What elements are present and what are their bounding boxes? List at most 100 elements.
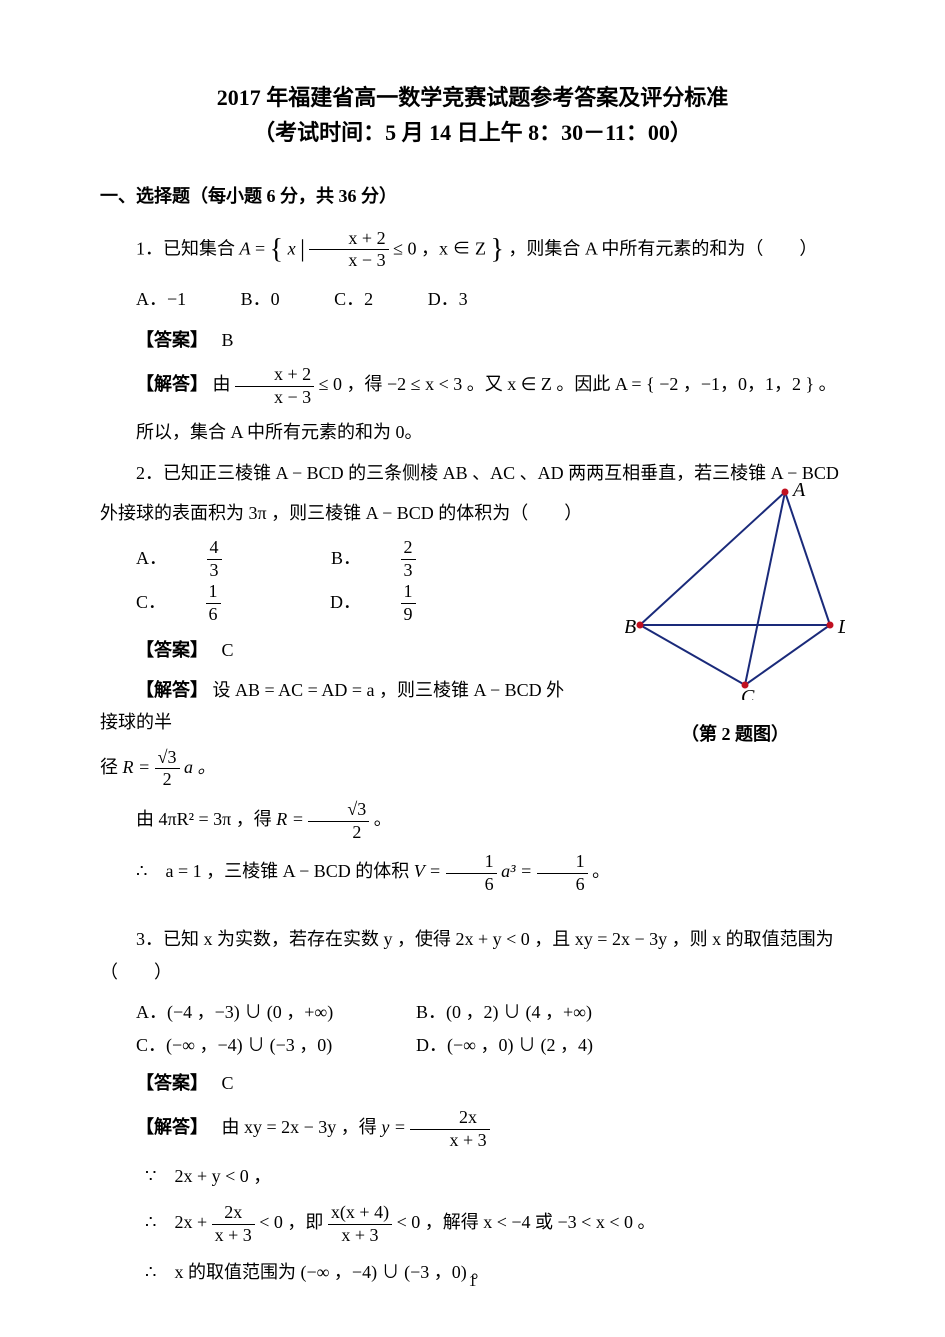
q2-radius-a: 径 bbox=[100, 757, 118, 777]
q2-s3-n1: 1 bbox=[446, 851, 497, 874]
q2-solve-2: 由 4πR² = 3π ，得 R = √32 。 bbox=[100, 799, 845, 843]
q2-solve2-a: 由 4πR² = 3π ，得 bbox=[136, 809, 272, 829]
q2-d-den: 9 bbox=[401, 604, 416, 626]
q3-answer: 【答案】 C bbox=[100, 1067, 845, 1099]
tetrahedron-svg: A B C D bbox=[625, 480, 845, 700]
svg-text:B: B bbox=[625, 616, 636, 638]
q3-solve1-eq: y = bbox=[381, 1118, 406, 1138]
q2-s3-d2: 6 bbox=[537, 874, 588, 896]
q1-stem: 1．已知集合 A = { x | x + 2 x − 3 ≤ 0 ，x ∈ Z … bbox=[100, 225, 845, 275]
q1-opt-c: C．2 bbox=[334, 283, 373, 315]
title-line-1: 2017 年福建省高一数学竞赛试题参考答案及评分标准 bbox=[100, 80, 845, 115]
q2-solve-label: 【解答】 bbox=[136, 680, 208, 700]
q3-opt-b: B．(0 ，2) ∪ (4 ，+∞) bbox=[416, 996, 696, 1028]
q3-opt-c: C．(−∞ ，−4) ∪ (−3 ，0) bbox=[136, 1029, 416, 1061]
q3-solve-3: ∴ 2x + 2xx + 3 < 0 ，即 x(x + 4)x + 3 < 0 … bbox=[100, 1202, 845, 1246]
q3-solve3-c: < 0 ，解得 x < −4 或 −3 < x < 0 。 bbox=[397, 1212, 656, 1232]
q1-solve-2: 所以，集合 A 中所有元素的和为 0。 bbox=[100, 416, 845, 448]
q2-figure-caption: （第 2 题图） bbox=[625, 718, 845, 750]
svg-text:C: C bbox=[741, 686, 755, 700]
q2-opt-a: A． 43 bbox=[136, 537, 292, 581]
q2-answer-val: C bbox=[222, 640, 234, 660]
q2-opt-d: D． 19 bbox=[330, 581, 486, 625]
q1-solve-frac-den: x − 3 bbox=[235, 387, 314, 409]
q1-solve-1: 【解答】 由 x + 2 x − 3 ≤ 0 ，得 −2 ≤ x < 3 。又 … bbox=[100, 364, 845, 408]
q1-eq: = bbox=[255, 238, 265, 258]
q2-solve-1: 【解答】 设 AB = AC = AD = a ，则三棱锥 A − BCD 外接… bbox=[100, 674, 580, 739]
q1-mid: | bbox=[300, 236, 305, 262]
q2-answer: 【答案】 C bbox=[100, 634, 580, 666]
q1-rbrace: } bbox=[490, 234, 503, 265]
q2-opt-d-label: D． bbox=[330, 586, 361, 618]
q2-solve2-tail: 。 bbox=[374, 809, 392, 829]
q2-s3-n2: 1 bbox=[537, 851, 588, 874]
q2-r-num: √3 bbox=[155, 747, 180, 770]
q3-opt-d: D．(−∞ ，0) ∪ (2 ，4) bbox=[416, 1029, 696, 1061]
q3-solve3-a: ∴ 2x + bbox=[145, 1212, 207, 1232]
q3-s1-num: 2x bbox=[410, 1107, 489, 1130]
q2-answer-label: 【答案】 bbox=[136, 640, 199, 660]
q1-solve1-a: 由 bbox=[213, 374, 231, 394]
q1-answer-label: 【答案】 bbox=[136, 330, 199, 350]
section-title: 一、选择题（每小题 6 分，共 36 分） bbox=[100, 180, 845, 212]
q1-solve-frac-num: x + 2 bbox=[235, 364, 314, 387]
q1-set-A: A bbox=[240, 238, 251, 258]
q2-solve3-tail: 。 bbox=[592, 861, 610, 881]
title-line-2: （考试时间：5 月 14 日上午 8：30－11：00） bbox=[100, 115, 845, 150]
svg-text:D: D bbox=[837, 616, 845, 638]
q3-s1-den: x + 3 bbox=[410, 1130, 489, 1152]
q1-opt-d: D．3 bbox=[428, 283, 468, 315]
q3-s3-n1: 2x bbox=[212, 1202, 255, 1225]
q2-b-den: 3 bbox=[401, 560, 416, 582]
page-number: 1 bbox=[469, 1268, 477, 1297]
q2-radius-lhs: R = bbox=[123, 757, 151, 777]
q2-figure: A B C D （第 2 题图） bbox=[625, 480, 845, 751]
q2-solve-3: ∴ a = 1 ，三棱锥 A − BCD 的体积 V = 16 a³ = 16 … bbox=[100, 851, 845, 895]
q2-radius-tail: a 。 bbox=[184, 757, 216, 777]
q1-lbrace: { bbox=[270, 234, 283, 265]
q1-opt-a: A．−1 bbox=[136, 283, 186, 315]
q1-solve1-b: ≤ 0 ，得 −2 ≤ x < 3 。又 x ∈ Z 。因此 A = { −2 … bbox=[319, 374, 837, 394]
q3-stem: 3．已知 x 为实数，若存在实数 y ，使得 2x + y < 0 ，且 xy … bbox=[100, 923, 845, 988]
q2-solve3-mid: a³ = bbox=[501, 861, 532, 881]
q3-s3-d2: x + 3 bbox=[328, 1225, 392, 1247]
q2-c-den: 6 bbox=[206, 604, 221, 626]
q3-solve-1: 【解答】 由 xy = 2x − 3y ，得 y = 2xx + 3 bbox=[100, 1107, 845, 1151]
q2-opt-b-label: B． bbox=[331, 542, 361, 574]
q1-frac-num: x + 2 bbox=[309, 228, 388, 251]
q2-options: A． 43 B． 23 C． 16 D． 19 bbox=[100, 537, 580, 625]
q2-s2-den: 2 bbox=[308, 822, 369, 844]
q2-r-den: 2 bbox=[155, 769, 180, 791]
svg-text:A: A bbox=[791, 480, 806, 501]
q3-answer-val: C bbox=[222, 1073, 234, 1093]
q2-s2-num: √3 bbox=[308, 799, 369, 822]
q2-b-num: 2 bbox=[401, 537, 416, 560]
q2-opt-b: B． 23 bbox=[331, 537, 486, 581]
q2-solve2-lhs: R = bbox=[276, 809, 304, 829]
q2-solve3-a: ∴ a = 1 ，三棱锥 A − BCD 的体积 bbox=[136, 861, 409, 881]
q1-cond-tail: ≤ 0 ，x ∈ Z bbox=[393, 238, 486, 258]
q1-x: x bbox=[288, 238, 301, 258]
q3-options: A．(−4 ，−3) ∪ (0 ，+∞) B．(0 ，2) ∪ (4 ，+∞) … bbox=[100, 996, 845, 1061]
q1-stem-prefix: 1．已知集合 bbox=[136, 238, 235, 258]
q2-opt-c-label: C． bbox=[136, 586, 166, 618]
q1-answer-val: B bbox=[222, 330, 234, 350]
q1-solve-frac: x + 2 x − 3 bbox=[235, 364, 314, 408]
q3-s3-n2: x(x + 4) bbox=[328, 1202, 392, 1225]
q1-solve-label: 【解答】 bbox=[136, 374, 208, 394]
q3-solve-label: 【解答】 bbox=[136, 1118, 199, 1138]
q3-solve-2: ∵ 2x + y < 0 ， bbox=[100, 1160, 845, 1192]
q1-stem-suffix: ，则集合 A 中所有元素的和为（ ） bbox=[508, 238, 817, 258]
q2-c-num: 1 bbox=[206, 581, 221, 604]
q1-fraction: x + 2 x − 3 bbox=[309, 228, 388, 272]
q3-answer-label: 【答案】 bbox=[136, 1073, 199, 1093]
q3-solve1-a: 由 xy = 2x − 3y ，得 bbox=[222, 1118, 377, 1138]
q2-opt-c: C． 16 bbox=[136, 581, 291, 625]
q2-s3-d1: 6 bbox=[446, 874, 497, 896]
q2-d-num: 1 bbox=[401, 581, 416, 604]
q2-solve3-eq: V = bbox=[414, 861, 441, 881]
q2-a-num: 4 bbox=[207, 537, 222, 560]
q2-opt-a-label: A． bbox=[136, 542, 167, 574]
q2-radius: 径 R = √32 a 。 bbox=[100, 747, 845, 791]
q3-opt-a: A．(−4 ，−3) ∪ (0 ，+∞) bbox=[136, 996, 416, 1028]
